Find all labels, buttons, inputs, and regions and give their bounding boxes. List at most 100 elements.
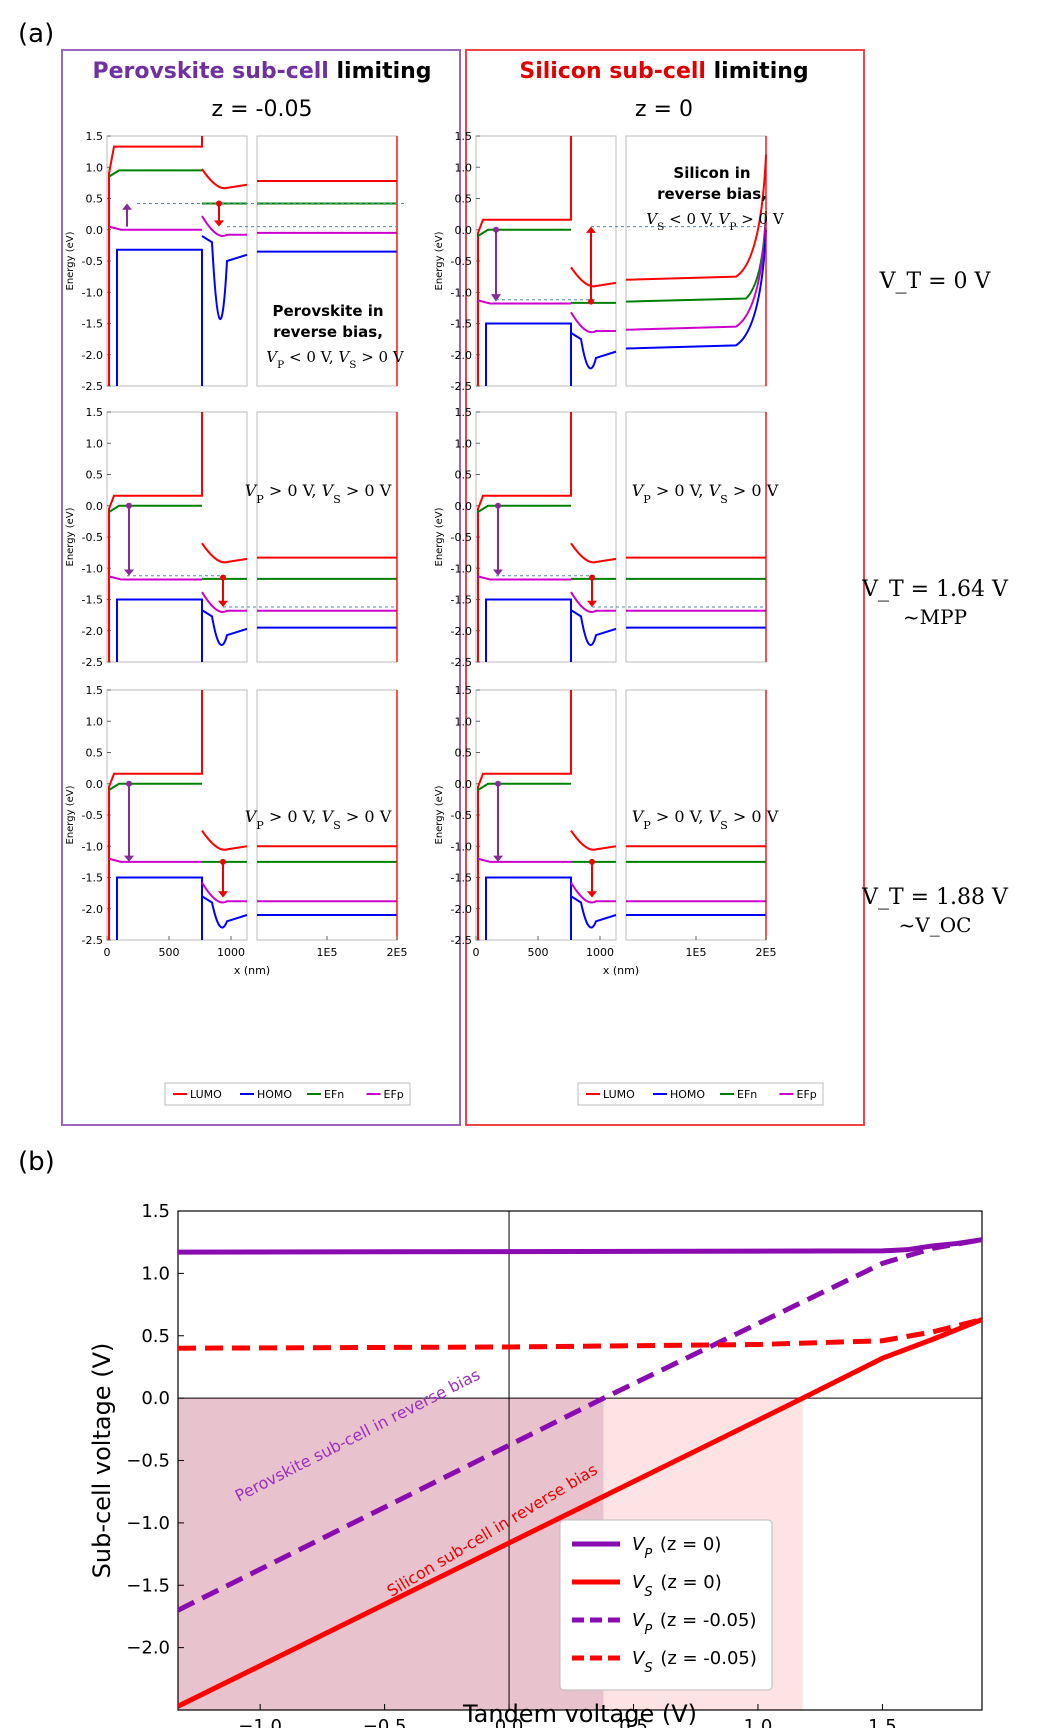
row-label-2: V_T = 1.64 V: [861, 577, 1009, 602]
y-tick-label: -0.5: [82, 809, 103, 822]
y-tick-label: -1.5: [451, 872, 472, 885]
x-tick-label: 1E5: [686, 946, 707, 959]
y-tick-label: 1.5: [455, 130, 473, 143]
voltage-chart: −1.0 −0.5 0.0 0.5 1.0 1.5 1.5 1.0 0.5 0.0 −0.5 −1.0…: [88, 1201, 983, 1728]
y-tick-label: 0.5: [141, 1326, 170, 1347]
arrow-dot: [495, 502, 501, 509]
band-plot-r1-c2: 1.5 1.0 0.5 0.0 -0.5 -1.0 -1.5 -2.0 -2.5 Energy (…: [434, 130, 767, 393]
annotation-text: Perovskite in: [272, 302, 383, 320]
band-legend-right: LUMO HOMO EFn EFp: [577, 1082, 824, 1106]
efp-curve: [570, 881, 616, 904]
lumo-curve: [201, 830, 248, 851]
right-column-title: Silicon sub-cell limiting: [519, 59, 808, 84]
efp-curve: [201, 215, 247, 237]
y-tick-label: -2.5: [82, 656, 103, 669]
y-tick-label: 0.5: [455, 747, 473, 760]
y-tick-label: 1.0: [455, 437, 473, 450]
row-label-1: V_T = 0 V: [879, 269, 992, 294]
annotation-text: VS < 0 V, VP > 0 V: [646, 210, 785, 233]
y-tick-label: 1.5: [86, 406, 104, 419]
y-axis-label: Sub-cell voltage (V): [88, 1343, 116, 1579]
lumo-curve: [108, 136, 203, 386]
homo-curve: [201, 895, 248, 929]
y-tick-label: -2.0: [82, 349, 103, 362]
legend-label: EFn: [324, 1088, 344, 1101]
homo-curve: [201, 235, 248, 320]
legend-label: HOMO: [257, 1088, 292, 1101]
annotation-text: reverse bias,: [657, 185, 767, 203]
arrowhead: [491, 294, 501, 302]
arrow-dot: [493, 226, 499, 233]
y-tick-label: 0.0: [86, 500, 104, 513]
series-line-3: [176, 1237, 983, 1613]
x-axis-label: x (nm): [234, 964, 270, 977]
x-axis-label: x (nm): [603, 964, 639, 977]
x-tick-label: 500: [159, 946, 180, 959]
y-tick-label: 0.0: [86, 778, 104, 791]
arrow-dot: [589, 574, 595, 581]
lumo-curve: [477, 412, 572, 662]
y-tick-label: 1.0: [86, 715, 104, 728]
y-tick-label: 0.5: [86, 747, 104, 760]
homo-curve: [485, 876, 572, 940]
efp-curve: [477, 857, 571, 863]
homo-curve: [485, 322, 572, 386]
efp-curve: [570, 591, 616, 613]
y-tick-label: 0.5: [86, 469, 104, 482]
left-z-label: z = -0.05: [212, 97, 313, 122]
y-tick-label: 0.5: [455, 469, 473, 482]
reverse-bias-region: [178, 1398, 604, 1710]
arrowhead: [587, 600, 597, 607]
homo-curve: [116, 876, 203, 940]
row-label-2b: ~MPP: [903, 605, 967, 629]
homo-curve: [485, 598, 572, 662]
y-tick-label: -0.5: [451, 809, 472, 822]
y-tick-label: 0.0: [455, 500, 473, 513]
legend-frame: [577, 1082, 824, 1106]
efn-curve: [477, 504, 571, 513]
y-tick-label: -2.0: [451, 625, 472, 638]
y-tick-label: -2.5: [82, 934, 103, 947]
x-axis-label: Tandem voltage (V): [462, 1700, 697, 1728]
x-tick-label: −1.0: [238, 1716, 282, 1728]
y-tick-label: -2.0: [451, 349, 472, 362]
y-tick-label: 1.0: [455, 715, 473, 728]
legend-label: LUMO: [603, 1088, 635, 1101]
arrowhead: [493, 855, 503, 862]
lumo-curve: [108, 412, 203, 662]
arrowhead: [586, 226, 596, 233]
y-tick-label: -1.0: [82, 840, 103, 853]
lumo-curve: [570, 542, 617, 564]
y-tick-label: -2.0: [82, 625, 103, 638]
y-tick-label: -1.5: [451, 594, 472, 607]
y-tick-label: 1.0: [141, 1263, 170, 1284]
x-tick-label: 0.0: [495, 1716, 524, 1728]
homo-curve: [570, 332, 617, 370]
y-tick-label: -2.5: [451, 934, 472, 947]
arrow-dot: [220, 574, 226, 581]
legend-label: EFn: [737, 1088, 757, 1101]
efp-curve: [201, 591, 247, 613]
y-axis-label: Energy (eV): [65, 231, 76, 290]
y-tick-label: -1.0: [451, 562, 472, 575]
homo-curve: [625, 229, 767, 350]
efn-curve: [477, 782, 571, 791]
series-line-1: [177, 1237, 983, 1255]
band-plot-r3-c2: 1.5 1.0 0.5 0.0 -0.5 -1.0 -1.5 -2.0 -2.5 Energy (…: [434, 684, 767, 947]
y-tick-label: 1.5: [141, 1201, 170, 1222]
legend-label: VS (z = -0.05): [632, 1648, 757, 1676]
lumo-curve: [201, 542, 248, 564]
left-column-title: Perovskite sub-cell limiting: [92, 59, 431, 84]
arrowhead: [124, 855, 134, 862]
legend-label: VP (z = 0): [632, 1534, 721, 1562]
efp-curve: [477, 575, 571, 581]
y-tick-label: -2.5: [451, 656, 472, 669]
y-tick-label: -1.5: [82, 872, 103, 885]
y-tick-label: 0.0: [141, 1388, 170, 1409]
x-tick-label: 0: [104, 946, 111, 959]
arrow-dot: [216, 200, 222, 207]
y-tick-label: −2.0: [126, 1638, 170, 1659]
x-tick-label: 1E5: [317, 946, 338, 959]
y-tick-label: 1.0: [86, 161, 104, 174]
